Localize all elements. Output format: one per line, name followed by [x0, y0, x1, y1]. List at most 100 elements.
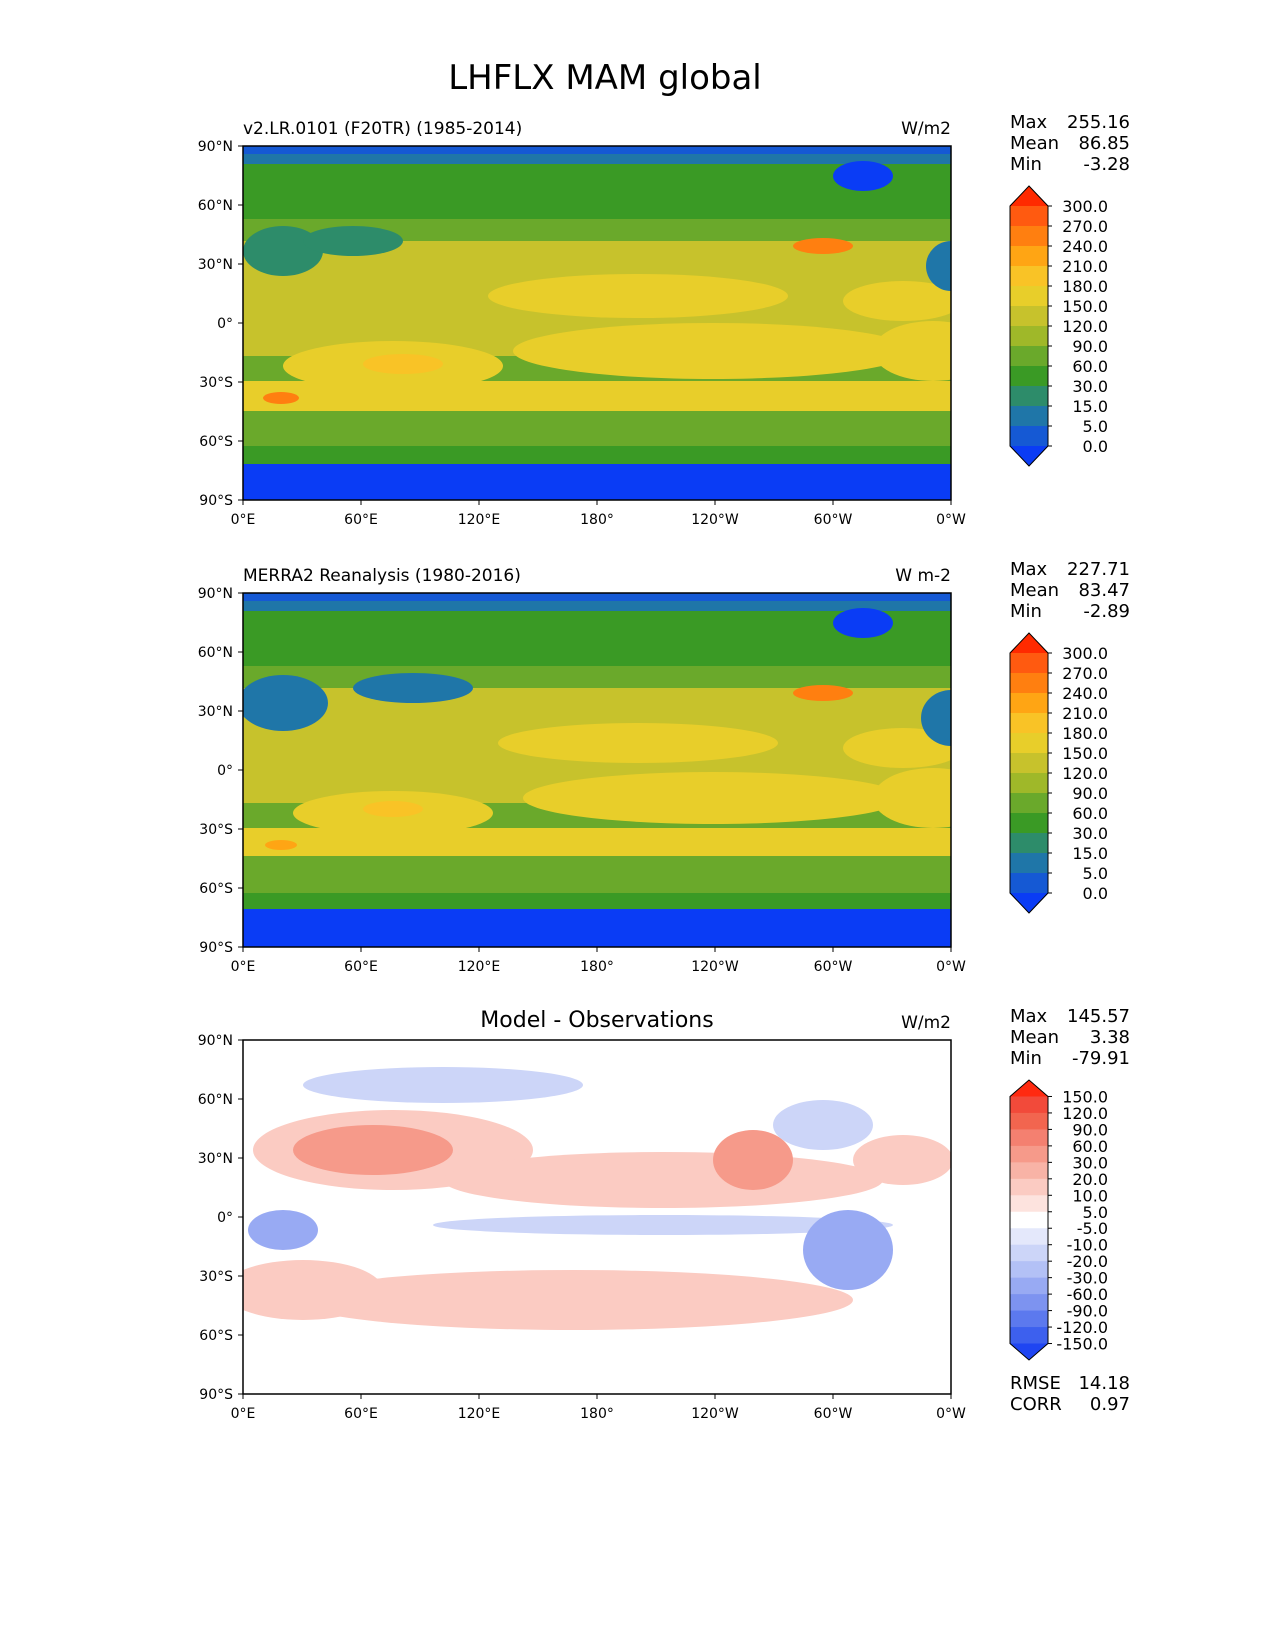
colorbar-level-label: 90.0 [1072, 337, 1108, 356]
sahara-low [243, 675, 328, 731]
gulf-stream [793, 685, 853, 701]
lat-tick-label: 90°S [199, 493, 233, 509]
stat-label: Mean [1010, 133, 1059, 154]
satl-max [873, 768, 951, 828]
lon-tick-label: 0°W [936, 1406, 966, 1422]
lat-tick-label: 90°N [198, 1033, 233, 1049]
diff-mexico-pos [713, 1130, 793, 1190]
extra-stat-value: 14.18 [1078, 1373, 1130, 1394]
diff-npac-pos [443, 1152, 883, 1208]
colorbar-level-label: 5.0 [1083, 1203, 1108, 1222]
colorbar-segment [1010, 773, 1048, 794]
colorbar-level-label: 150.0 [1062, 297, 1108, 316]
colorbar-segment [1010, 1244, 1048, 1262]
colorbar-segment [1010, 1261, 1048, 1279]
indian-core [363, 801, 423, 817]
lat-tick-label: 90°N [198, 139, 233, 155]
stat-label: Max [1010, 112, 1048, 133]
diff-asia-core [293, 1125, 453, 1175]
lat-tick-label: 0° [217, 1210, 233, 1226]
panel-obs: MERRA2 Reanalysis (1980-2016) W m-2 [242, 566, 952, 948]
colorbar-segment [1010, 1195, 1048, 1213]
band-southern-midlat [243, 411, 951, 446]
colorbar-level-label: 20.0 [1072, 1170, 1108, 1189]
greenland-low [833, 161, 893, 191]
lon-tick-label: 60°E [344, 1406, 378, 1422]
colorbar-level-label: 90.0 [1072, 1120, 1108, 1139]
colorbar-level-label: 0.0 [1083, 437, 1108, 456]
band-southern-subtropics [243, 381, 951, 411]
lat-tick-label: 30°S [199, 1269, 233, 1285]
npac-max [488, 274, 788, 318]
lon-tick-label: 60°E [344, 512, 378, 528]
colorbar-segment [1010, 1211, 1048, 1229]
colorbar-level-label: 150.0 [1062, 744, 1108, 763]
colorbar-segment [1010, 266, 1048, 287]
colorbar-segment [1010, 1277, 1048, 1295]
colorbar-segment [1010, 306, 1048, 327]
spac-max [513, 323, 913, 379]
stat-value: -2.89 [1083, 601, 1130, 622]
colorbar-segment [1010, 226, 1048, 247]
colorbar-level-label: 240.0 [1062, 237, 1108, 256]
colorbar-segment [1010, 1162, 1048, 1180]
lon-tick-label: 0°E [231, 512, 256, 528]
diff-spac-pos [293, 1270, 853, 1330]
map-field [243, 146, 951, 500]
colorbar: 150.0120.090.060.030.020.010.05.0-5.0-10… [1009, 1079, 1108, 1361]
colorbar-level-label: 60.0 [1072, 804, 1108, 823]
stat-label: Max [1010, 1006, 1048, 1027]
gulf-stream [793, 238, 853, 254]
agulhas [265, 840, 297, 850]
lat-tick-label: 30°N [198, 704, 233, 720]
band-southern-highlat [243, 446, 951, 464]
colorbar-segment [1010, 673, 1048, 694]
map-field [243, 593, 951, 947]
colorbar-level-label: 120.0 [1062, 1104, 1108, 1123]
colorbar-segment [1010, 1112, 1048, 1130]
band-arctic-deep [243, 593, 951, 601]
lat-tick-label: 90°N [198, 586, 233, 602]
band-highlat-north [243, 611, 951, 666]
lat-tick-label: 0° [217, 316, 233, 332]
asia-low [353, 673, 473, 703]
stat-value: -3.28 [1083, 154, 1130, 175]
lon-tick-label: 60°W [814, 512, 853, 528]
colorbar-level-label: -30.0 [1067, 1269, 1108, 1288]
lat-tick-label: 60°S [199, 434, 233, 450]
band-southern-midlat [243, 856, 951, 893]
panel-model: v2.LR.0101 (F20TR) (1985-2014) W/m2 [242, 119, 952, 501]
colorbar-segment [1010, 346, 1048, 367]
stat-label: Min [1010, 601, 1042, 622]
stat-label: Mean [1010, 1027, 1059, 1048]
colorbar-level-label: 180.0 [1062, 277, 1108, 296]
lon-tick-label: 120°E [458, 1406, 501, 1422]
lon-tick-label: 120°W [691, 1406, 739, 1422]
lon-tick-label: 0°W [936, 512, 966, 528]
colorbar-segment [1010, 206, 1048, 227]
colorbar-level-label: 120.0 [1062, 317, 1108, 336]
natl-max [843, 728, 951, 768]
colorbar-level-label: 210.0 [1062, 257, 1108, 276]
asia-low [303, 226, 403, 256]
lat-tick-label: 30°N [198, 1151, 233, 1167]
colorbar-segment [1010, 1129, 1048, 1147]
spac-max [523, 772, 903, 824]
band-highlat-north [243, 164, 951, 219]
colorbar-level-label: 270.0 [1062, 217, 1108, 236]
lat-tick-label: 30°S [199, 822, 233, 838]
colorbar-segment [1010, 653, 1048, 674]
colorbar-segment [1010, 1327, 1048, 1345]
colorbar-segment [1010, 733, 1048, 754]
colorbar-level-label: 240.0 [1062, 684, 1108, 703]
lon-tick-label: 120°E [458, 512, 501, 528]
lat-tick-label: 60°N [198, 645, 233, 661]
atlantic-dry [926, 241, 951, 291]
panel-diff: Model - Observations W/m2 [242, 1008, 952, 1395]
panel-units: W m-2 [895, 566, 951, 586]
colorbar-segment [1010, 1178, 1048, 1196]
colorbar-segment [1010, 1145, 1048, 1163]
map-field [243, 1040, 951, 1394]
colorbar-segment [1010, 1294, 1048, 1312]
agulhas [263, 392, 299, 404]
